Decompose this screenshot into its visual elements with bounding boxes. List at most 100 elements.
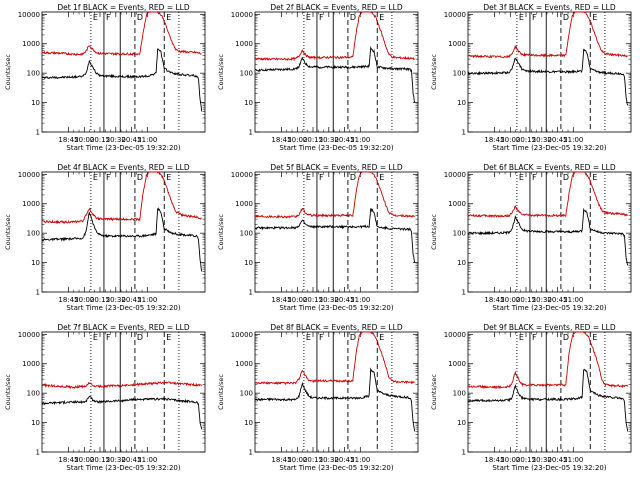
- events-series-line: [468, 48, 629, 106]
- x-tick-label: 20:45: [334, 456, 354, 464]
- x-tick-label: 20:00: [74, 136, 94, 144]
- y-tick-label: 1000: [448, 200, 466, 208]
- y-axis-label: Counts/sec: [430, 214, 438, 250]
- x-tick-label: 20:00: [500, 136, 520, 144]
- marker-letter: F: [319, 13, 324, 22]
- y-axis-label: Counts/sec: [217, 214, 225, 250]
- x-tick-label: 20:00: [287, 136, 307, 144]
- y-tick-label: 100: [240, 390, 253, 398]
- plot-frame: [41, 171, 206, 293]
- marker-letter: F: [532, 173, 537, 182]
- marker-letter: E: [379, 333, 384, 342]
- marker-letter: F: [106, 173, 111, 182]
- plot-frame: [41, 331, 206, 453]
- x-tick-label: 20:15: [516, 296, 536, 304]
- marker-letter: E: [379, 173, 384, 182]
- x-tick-label: 20:45: [121, 456, 141, 464]
- x-tick-label: 20:15: [516, 456, 536, 464]
- x-tick-label: 20:00: [287, 296, 307, 304]
- x-tick-label: 20:00: [287, 456, 307, 464]
- x-tick-label: 20:30: [532, 136, 552, 144]
- events-series-line: [42, 48, 203, 112]
- x-tick-label: 20:30: [106, 136, 126, 144]
- y-tick-label: 1: [36, 289, 40, 297]
- y-tick-label: 1: [249, 289, 253, 297]
- marker-letter: F: [532, 13, 537, 22]
- marker-letter: E: [592, 13, 597, 22]
- y-tick-label: 10: [244, 419, 253, 427]
- marker-letter: F: [106, 13, 111, 22]
- y-tick-label: 1000: [235, 360, 253, 368]
- y-axis-label: Counts/sec: [4, 374, 12, 410]
- plot-frame: [254, 331, 419, 453]
- x-tick-label: 18:45: [271, 136, 291, 144]
- panel-title: Det 7f BLACK = Events, RED = LLD: [57, 323, 190, 332]
- y-tick-label: 10000: [231, 11, 253, 19]
- marker-letter: E: [306, 13, 311, 22]
- detector-panel-8: Det 8f BLACK = Events, RED = LLD Counts/s…: [217, 323, 419, 472]
- y-tick-label: 1: [249, 449, 253, 457]
- marker-letter: D: [350, 173, 356, 182]
- x-tick-label: 18:45: [58, 456, 78, 464]
- panel-title: Det 4f BLACK = Events, RED = LLD: [57, 163, 190, 172]
- x-tick-label: 20:45: [547, 456, 567, 464]
- y-tick-label: 10000: [18, 331, 40, 339]
- marker-letter: D: [137, 13, 143, 22]
- x-axis-label: Start Time (23-Dec-05 19:32:20): [279, 304, 393, 312]
- y-tick-label: 100: [240, 230, 253, 238]
- y-axis-label: Counts/sec: [4, 54, 12, 90]
- x-tick-label: 18:45: [58, 296, 78, 304]
- y-tick-label: 1000: [22, 360, 40, 368]
- y-tick-label: 1000: [235, 200, 253, 208]
- panel-title: Det 3f BLACK = Events, RED = LLD: [483, 3, 616, 12]
- x-tick-label: 21:00: [350, 296, 370, 304]
- detector-panel-7: Det 7f BLACK = Events, RED = LLD Counts/s…: [4, 323, 206, 472]
- y-tick-label: 10: [457, 259, 466, 267]
- marker-letter: D: [350, 333, 356, 342]
- x-tick-label: 21:00: [137, 296, 157, 304]
- x-tick-label: 20:30: [319, 456, 339, 464]
- x-tick-label: 21:00: [563, 136, 583, 144]
- detector-panel-3: Det 3f BLACK = Events, RED = LLD Counts/s…: [430, 3, 632, 152]
- x-tick-label: 20:30: [532, 456, 552, 464]
- detector-panel-6: Det 6f BLACK = Events, RED = LLD Counts/s…: [430, 163, 632, 312]
- x-tick-label: 20:15: [90, 136, 110, 144]
- y-axis-label: Counts/sec: [4, 214, 12, 250]
- y-tick-label: 10000: [444, 331, 466, 339]
- marker-letter: F: [106, 333, 111, 342]
- x-tick-label: 21:00: [137, 136, 157, 144]
- y-tick-label: 100: [453, 70, 466, 78]
- y-tick-label: 10000: [231, 331, 253, 339]
- x-tick-label: 20:15: [516, 136, 536, 144]
- y-tick-label: 100: [27, 70, 40, 78]
- marker-letter: E: [93, 13, 98, 22]
- marker-letter: E: [379, 13, 384, 22]
- lld-series-line: [255, 172, 415, 219]
- marker-letter: E: [592, 173, 597, 182]
- marker-letter: E: [519, 333, 524, 342]
- x-axis-label: Start Time (23-Dec-05 19:32:20): [279, 464, 393, 472]
- plot-frame: [254, 11, 419, 133]
- panel-title: Det 5f BLACK = Events, RED = LLD: [270, 163, 403, 172]
- y-tick-label: 10: [31, 99, 40, 107]
- x-tick-label: 18:45: [58, 136, 78, 144]
- x-tick-label: 20:45: [334, 296, 354, 304]
- detector-panel-5: Det 5f BLACK = Events, RED = LLD Counts/s…: [217, 163, 419, 312]
- x-tick-label: 20:15: [303, 136, 323, 144]
- y-tick-label: 10000: [18, 171, 40, 179]
- marker-letter: D: [563, 173, 569, 182]
- y-tick-label: 1000: [235, 40, 253, 48]
- marker-letter: F: [319, 333, 324, 342]
- x-axis-label: Start Time (23-Dec-05 19:32:20): [66, 304, 180, 312]
- x-tick-label: 21:00: [350, 456, 370, 464]
- y-tick-label: 10: [244, 99, 253, 107]
- marker-letter: D: [137, 173, 143, 182]
- y-tick-label: 1000: [22, 40, 40, 48]
- lld-series-line: [42, 172, 202, 225]
- marker-letter: E: [306, 333, 311, 342]
- x-tick-label: 18:45: [484, 456, 504, 464]
- y-tick-label: 1: [462, 449, 466, 457]
- x-tick-label: 20:30: [319, 136, 339, 144]
- y-tick-label: 1: [249, 129, 253, 137]
- marker-letter: E: [519, 173, 524, 182]
